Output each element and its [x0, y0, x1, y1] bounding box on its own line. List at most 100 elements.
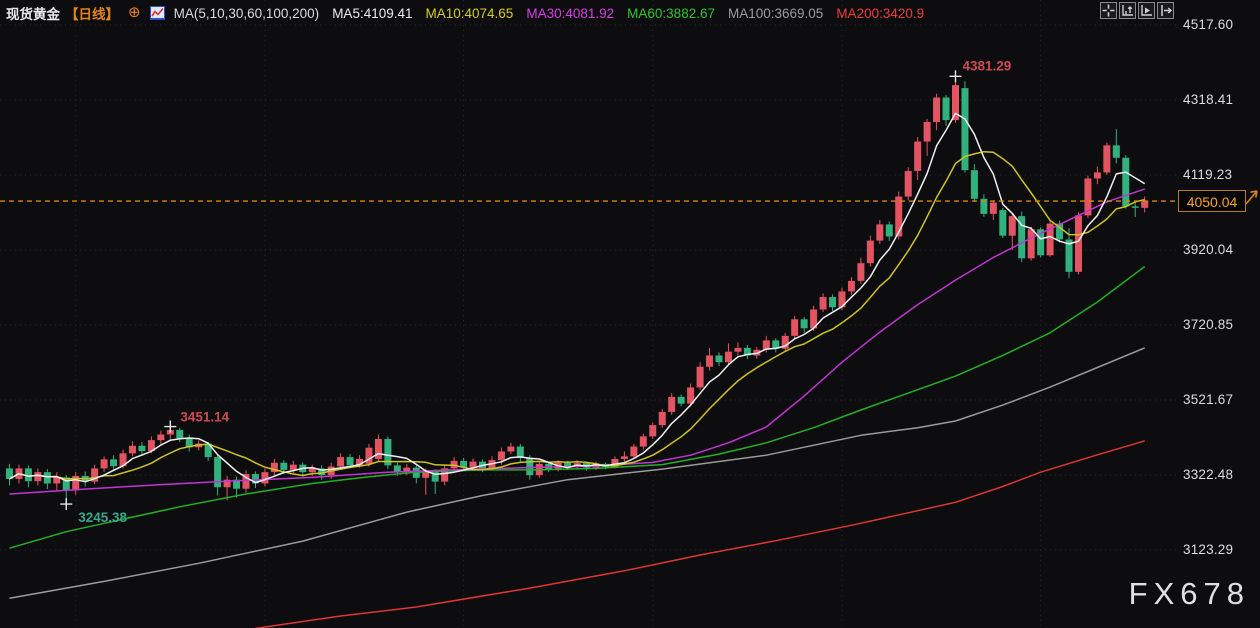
candle-body: [639, 436, 647, 447]
candle-body: [829, 297, 837, 308]
candle-body: [185, 438, 193, 448]
candle-body: [1084, 178, 1092, 216]
symbol-title: 现货黄金: [6, 7, 60, 22]
y-axis-label: 3521.67: [1183, 391, 1234, 407]
candle-body: [952, 85, 959, 121]
candle-body: [497, 451, 505, 461]
ma-legend-item: MA30:4081.92: [526, 5, 615, 21]
candle-body: [100, 459, 108, 469]
candle-body: [970, 170, 978, 199]
candle-body: [715, 355, 723, 363]
candle-body: [781, 335, 789, 349]
candle-body: [649, 425, 657, 437]
candle-body: [346, 457, 354, 466]
candle-body: [251, 474, 259, 484]
candle-body: [460, 460, 468, 468]
candle-body: [611, 458, 619, 467]
candle-body: [724, 351, 732, 363]
candle-body: [819, 297, 827, 310]
candle-body: [374, 439, 382, 459]
y-axis-label: 3123.29: [1183, 541, 1234, 557]
price-annotation: 3245.38: [78, 510, 127, 525]
candle-body: [942, 97, 950, 121]
price-annotation: 4381.29: [963, 58, 1012, 73]
candle-body: [895, 196, 903, 237]
candle-body: [1056, 223, 1064, 240]
candle-body: [53, 477, 61, 484]
candle-body: [1093, 172, 1101, 179]
ma-legend-item: MA100:3669.05: [727, 5, 824, 21]
ma-line: [9, 188, 1145, 495]
candle-body: [469, 461, 477, 468]
candle-body: [800, 319, 808, 329]
candle-body: [762, 340, 770, 350]
price-direction-arrow-icon: [1245, 190, 1258, 205]
candle-body: [403, 467, 411, 473]
candle-body: [270, 462, 278, 473]
candle-body: [791, 319, 799, 336]
ma-line: [9, 265, 1146, 549]
candle-body: [393, 465, 401, 473]
ma-line: [9, 347, 1145, 600]
ma-legend-item: MA(5,10,30,60,100,200): [173, 5, 320, 21]
ma-legend-item: MA5:4109.41: [332, 5, 413, 21]
candle-body: [176, 429, 184, 439]
candle-body: [1027, 229, 1035, 259]
ma-legend-item: MA10:4074.65: [425, 5, 514, 21]
current-price-tag: 4050.04: [1178, 190, 1246, 213]
candle-body: [280, 462, 288, 470]
add-indicator-icon[interactable]: ⊕: [128, 4, 141, 21]
scale-axis-icon[interactable]: [1119, 2, 1136, 19]
y-axis-label: 3720.85: [1183, 316, 1234, 332]
candle-body: [630, 446, 638, 457]
candle-body: [356, 458, 364, 466]
candle-body: [34, 472, 42, 482]
candle-body: [658, 411, 666, 426]
ma-legend: MA(5,10,30,60,100,200) MA5:4109.41 MA10:40…: [174, 6, 925, 21]
play-axis-icon[interactable]: [1138, 2, 1155, 19]
candle-body: [1074, 215, 1082, 272]
candle-body: [1131, 206, 1139, 208]
chart-thumbnail-icon[interactable]: [149, 6, 165, 20]
candle-body: [516, 446, 524, 458]
extreme-cross-icon: [164, 420, 177, 433]
chart-toolbar: [1100, 2, 1174, 19]
candle-body: [687, 387, 695, 404]
candle-body: [223, 479, 231, 488]
candle-body: [6, 468, 13, 479]
candle-body: [980, 198, 988, 214]
ma-legend-item: MA60:3882.67: [627, 5, 715, 21]
candle-body: [1008, 216, 1016, 236]
candle-body: [866, 240, 874, 264]
candle-body: [1046, 223, 1054, 256]
candle-body: [91, 468, 99, 482]
candle-body: [923, 121, 931, 142]
candle-body: [1065, 239, 1073, 272]
ma-line: [9, 112, 1146, 484]
ma-legend-item: MA200:3420.9: [836, 5, 925, 21]
watermark: FX678: [1128, 576, 1250, 611]
candle-body: [734, 347, 742, 352]
candle-body: [318, 468, 326, 476]
y-axis-label: 3322.48: [1183, 466, 1234, 482]
candle-body: [214, 457, 222, 488]
candle-body: [526, 457, 534, 476]
y-axis-label: 3920.04: [1183, 241, 1234, 257]
candle-body: [1018, 216, 1026, 259]
jump-latest-icon[interactable]: [1157, 2, 1174, 19]
candle-body: [857, 263, 865, 281]
chart-header: 现货黄金 【日线】 ⊕ MA(5,10,30,60,100,200) MA5:41…: [6, 3, 924, 23]
candle-body: [43, 472, 51, 484]
price-annotation: 3451.14: [180, 410, 229, 425]
candle-body: [1122, 157, 1130, 207]
candle-body: [933, 97, 941, 122]
candle-body: [233, 479, 241, 489]
candle-body: [1141, 201, 1149, 208]
candle-body: [431, 472, 439, 482]
pan-icon[interactable]: [1100, 2, 1117, 19]
candle-body: [772, 340, 780, 349]
ma-line: [9, 150, 1145, 480]
candle-body: [564, 462, 572, 467]
